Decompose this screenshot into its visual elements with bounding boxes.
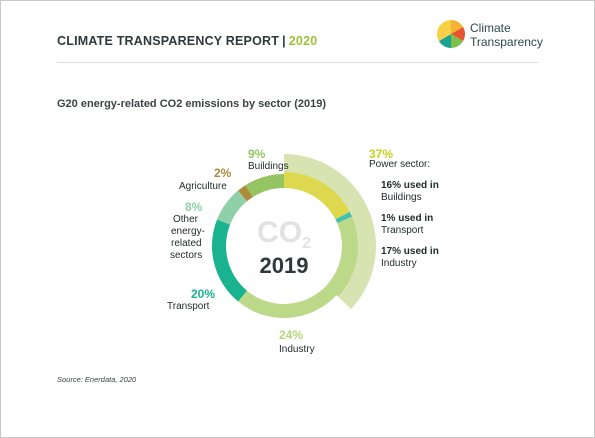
logo-wordmark: Climate Transparency	[470, 21, 543, 49]
transport-pct: 20%	[191, 287, 215, 301]
buildings-label: Buildings	[248, 161, 289, 172]
slice-power_transport	[335, 212, 352, 223]
other-pct: 8%	[185, 200, 203, 214]
slice-industry	[238, 285, 337, 318]
header-divider	[57, 62, 538, 63]
agriculture-pct: 2%	[214, 166, 232, 180]
industry-label: Industry	[279, 344, 315, 355]
chart-title: G20 energy-related CO2 emissions by sect…	[57, 98, 327, 110]
other-label: Other energy-related sectors	[170, 214, 205, 261]
report-year: 2020	[288, 34, 318, 48]
power-buildings-label: 16% used in Buildings	[381, 180, 439, 203]
power-transport-label: 1% used in Transport	[381, 213, 433, 236]
slice-agriculture	[238, 185, 253, 202]
slice-other	[217, 190, 248, 225]
climate-transparency-logo: Climate Transparency	[436, 18, 556, 52]
logo-mark-icon	[437, 20, 465, 48]
slice-buildings	[245, 174, 284, 198]
power-industry-label: 17% used in Industry	[381, 246, 439, 269]
report-title: CLIMATE TRANSPARENCY REPORT | 2020	[57, 34, 317, 48]
slice-transport	[212, 219, 248, 302]
transport-label: Transport	[167, 301, 210, 312]
center-year: 2019	[260, 253, 309, 278]
logo-line-2: Transparency	[470, 35, 543, 49]
report-title-text: CLIMATE TRANSPARENCY REPORT	[57, 34, 280, 48]
donut-center: CO2 2019	[257, 216, 311, 278]
logo-line-1: Climate	[470, 21, 511, 35]
power-pct: 37%	[369, 147, 393, 161]
industry-pct: 24%	[279, 328, 303, 342]
title-separator: |	[282, 34, 286, 48]
slice-power_buildings	[284, 172, 350, 220]
slice-power_industry	[326, 216, 359, 297]
buildings-pct: 9%	[248, 147, 266, 161]
slice-labels: 37% Power sector: 16% used in Buildings 1…	[167, 147, 439, 355]
co2-label: CO2	[257, 216, 311, 252]
source-note: Source: Enerdata, 2020	[57, 375, 137, 384]
agriculture-label: Agriculture	[179, 181, 227, 192]
donut-arcs	[212, 154, 377, 318]
power-label: Power sector:	[369, 159, 430, 170]
